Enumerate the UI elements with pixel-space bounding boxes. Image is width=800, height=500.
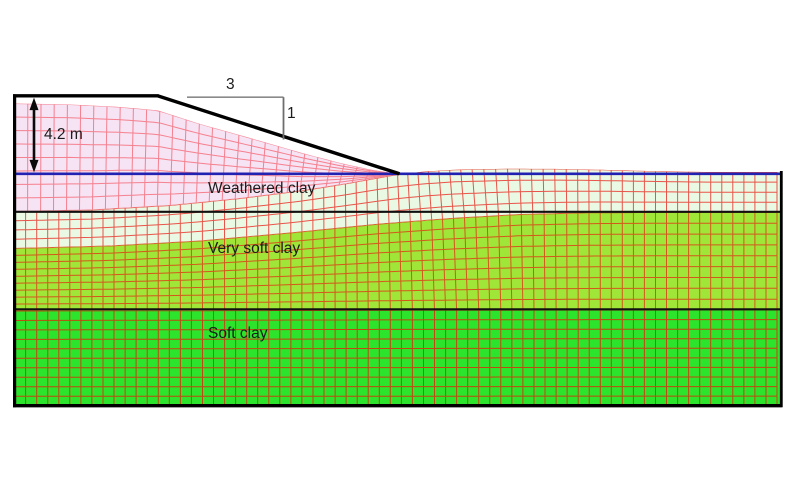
- very-soft-clay-label: Very soft clay: [208, 240, 301, 257]
- layer-vsc-mesh: [14, 212, 778, 311]
- slope-rise-label: 1: [287, 105, 296, 122]
- weathered-clay-label: Weathered clay: [208, 180, 316, 197]
- height-dimension-label: 4.2 m: [44, 126, 83, 143]
- slope-run-label: 3: [226, 76, 235, 93]
- height-dimension-arrow: [29, 97, 39, 173]
- structural-lines: [13, 94, 783, 408]
- layer-vsc: [14, 212, 782, 311]
- slope-line: [156, 94, 401, 176]
- soft-clay-label: Soft clay: [208, 325, 268, 342]
- layer-soft: [14, 310, 782, 406]
